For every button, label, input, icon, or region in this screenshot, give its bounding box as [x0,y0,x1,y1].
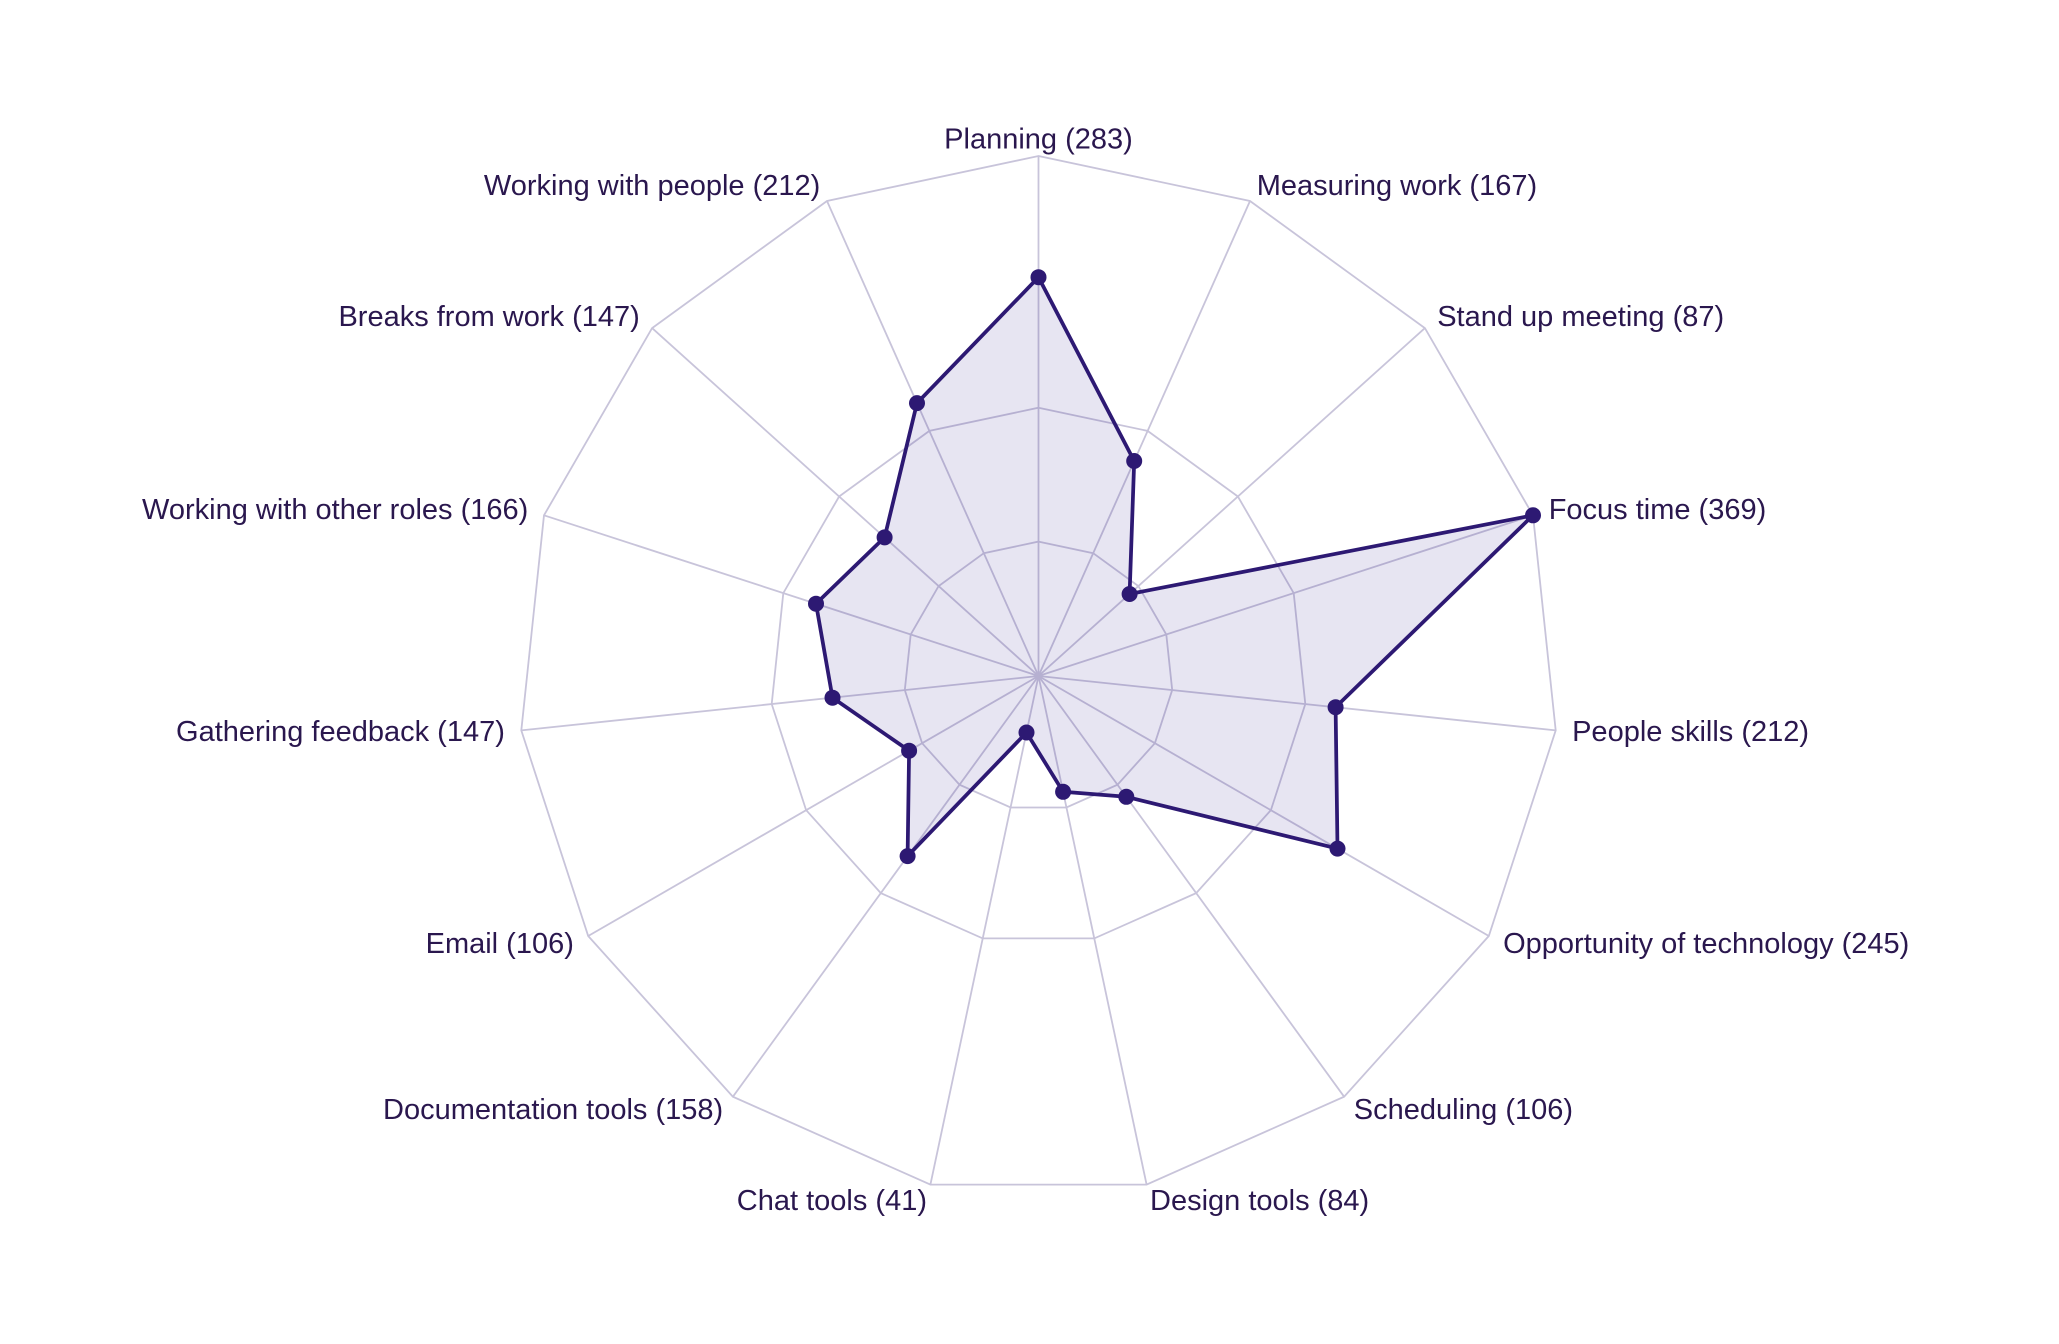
svg-text:People skills (212): People skills (212) [1572,716,1809,748]
svg-text:Opportunity of technology (245: Opportunity of technology (245) [1503,928,1909,960]
svg-text:Gathering feedback (147): Gathering feedback (147) [176,716,505,748]
svg-text:Scheduling (106): Scheduling (106) [1354,1094,1573,1126]
svg-text:Documentation tools (158): Documentation tools (158) [383,1094,723,1126]
svg-text:Stand up meeting (87): Stand up meeting (87) [1437,301,1724,333]
svg-text:Measuring work (167): Measuring work (167) [1257,170,1537,202]
svg-text:Planning (283): Planning (283) [944,124,1133,156]
svg-text:Design tools (84): Design tools (84) [1150,1185,1369,1217]
svg-text:Working with other roles (166): Working with other roles (166) [142,494,528,526]
svg-text:Breaks from work (147): Breaks from work (147) [338,301,639,333]
svg-text:Email (106): Email (106) [426,928,574,960]
svg-text:Focus time (369): Focus time (369) [1549,494,1767,526]
svg-text:Chat tools (41): Chat tools (41) [737,1185,927,1217]
svg-text:Working with people (212): Working with people (212) [484,170,820,202]
